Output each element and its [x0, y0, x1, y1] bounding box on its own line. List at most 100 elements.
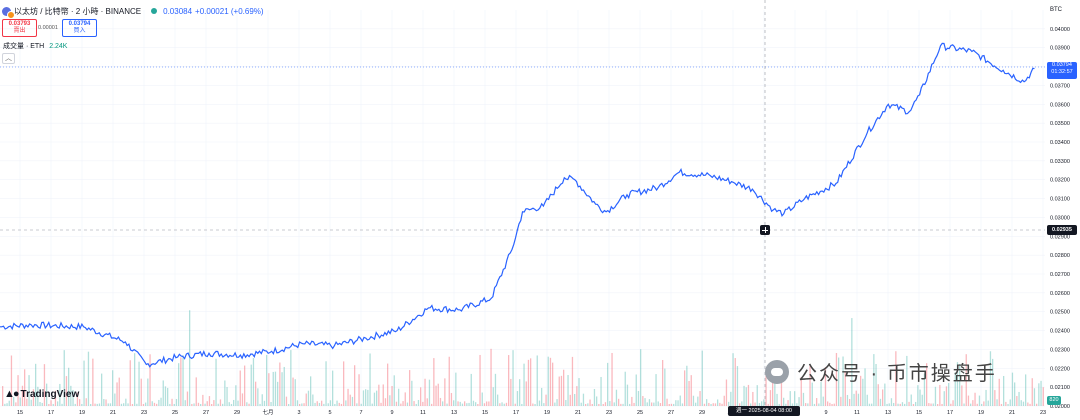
volume-bar: [818, 403, 820, 406]
volume-bar: [934, 386, 937, 406]
volume-bar: [609, 401, 611, 406]
volume-bar: [398, 388, 400, 406]
volume-bar: [417, 400, 420, 406]
volume-bar: [103, 399, 105, 406]
volume-bar: [288, 403, 290, 406]
volume-bar: [147, 378, 149, 406]
volume-bar: [730, 391, 732, 406]
volume-bar: [789, 391, 791, 406]
volume-bar: [107, 403, 109, 406]
volume-bar: [591, 403, 593, 406]
volume-bar: [483, 403, 486, 406]
x-tick-label: 11: [854, 410, 860, 416]
volume-bar: [1027, 402, 1029, 406]
volume-bar: [1025, 374, 1027, 406]
volume-bar: [668, 403, 670, 406]
volume-bar: [675, 400, 677, 406]
x-tick-label: 13: [885, 410, 891, 416]
volume-bar: [85, 398, 87, 406]
tradingview-logo[interactable]: ▲● TradingView: [4, 388, 79, 400]
volume-bar: [70, 385, 72, 406]
volume-bar: [277, 381, 279, 406]
volume-bar: [178, 363, 180, 406]
volume-bar: [1005, 401, 1007, 406]
volume-bar: [81, 403, 83, 406]
volume-bar: [578, 378, 580, 406]
volume-bar: [554, 402, 556, 406]
volume-bar: [992, 358, 994, 406]
volume-bar: [897, 403, 899, 406]
volume-bar: [985, 389, 987, 406]
volume-bar: [690, 375, 692, 406]
volume-bar: [134, 353, 136, 406]
volume-bar: [549, 357, 552, 406]
x-tick-label: 9: [390, 410, 393, 416]
volume-bar: [6, 403, 8, 406]
volume-bar: [30, 399, 32, 406]
x-tick-label: 23: [1040, 410, 1046, 416]
volume-bar: [431, 403, 433, 406]
volume-bar: [72, 389, 74, 406]
sell-button[interactable]: 0.03793 賣出: [2, 19, 37, 37]
collapse-legend-button[interactable]: ︿: [2, 53, 15, 64]
volume-legend[interactable]: 成交量 · ETH 2.24K: [3, 41, 67, 51]
volume-bar: [213, 400, 215, 406]
volume-bar: [325, 361, 327, 406]
buy-price: 0.03794: [68, 21, 91, 27]
volume-bar: [699, 391, 701, 406]
volume-bar: [219, 399, 222, 406]
volume-bar: [919, 389, 921, 406]
x-tick-label: 25: [172, 410, 178, 416]
volume-bar: [345, 400, 347, 406]
volume-bar: [334, 403, 336, 406]
volume-bar: [92, 358, 94, 406]
volume-bar: [413, 401, 415, 406]
volume-bar: [664, 368, 666, 406]
time-axis[interactable]: 15 17 19 21 23 25 27 29 七月 3 5 7 9 11 13 15 17 19 21 23 25 27…: [17, 408, 1046, 416]
volume-bar: [893, 402, 895, 406]
volume-bar: [360, 403, 362, 406]
volume-bar: [541, 387, 543, 406]
symbol-title[interactable]: 以太坊 / 比特幣 · 2 小時 · BINANCE: [14, 6, 142, 16]
volume-bar: [785, 403, 787, 406]
volume-bar: [292, 377, 294, 406]
chart-grid: [0, 10, 1045, 407]
volume-bar: [299, 403, 301, 406]
volume-bar: [19, 397, 21, 406]
volume-bar: [492, 387, 494, 406]
volume-bar: [743, 385, 745, 406]
volume-bar: [404, 392, 406, 406]
volume-bar: [270, 401, 272, 406]
add-plus-icon[interactable]: [760, 225, 770, 235]
volume-bar: [26, 398, 28, 406]
volume-bar: [195, 377, 197, 406]
price-axis[interactable]: 0.040000.039000.038000.037000.036000.035…: [1050, 27, 1070, 410]
volume-bar: [4, 403, 6, 406]
volume-bar: [866, 394, 868, 406]
buy-button[interactable]: 0.03794 買入: [62, 19, 97, 37]
volume-bar: [453, 400, 455, 406]
volume-bar: [884, 383, 886, 406]
volume-bar: [963, 403, 965, 406]
volume-bar: [943, 391, 945, 406]
volume-bar: [389, 395, 391, 406]
volume-bar: [822, 396, 824, 406]
volume-bar: [728, 401, 730, 406]
volume-bar: [457, 401, 459, 406]
volume-bar: [222, 403, 224, 406]
volume-bar: [840, 396, 842, 406]
volume-bar: [439, 397, 442, 406]
volume-bar: [411, 380, 413, 406]
symbol-header[interactable]: 以太坊 / 比特幣 · 2 小時 · BINANCE 0.03084 +0.00…: [2, 4, 264, 19]
volume-bar: [600, 376, 602, 406]
volume-bar: [855, 390, 857, 406]
volume-bar: [211, 403, 213, 406]
volume-bar: [736, 366, 739, 406]
volume-bar: [615, 389, 618, 406]
volume-bar: [543, 403, 545, 406]
volume-bar: [184, 400, 186, 406]
volume-bar: [651, 402, 653, 406]
volume-bar: [314, 402, 316, 406]
volume-bar: [446, 403, 448, 406]
